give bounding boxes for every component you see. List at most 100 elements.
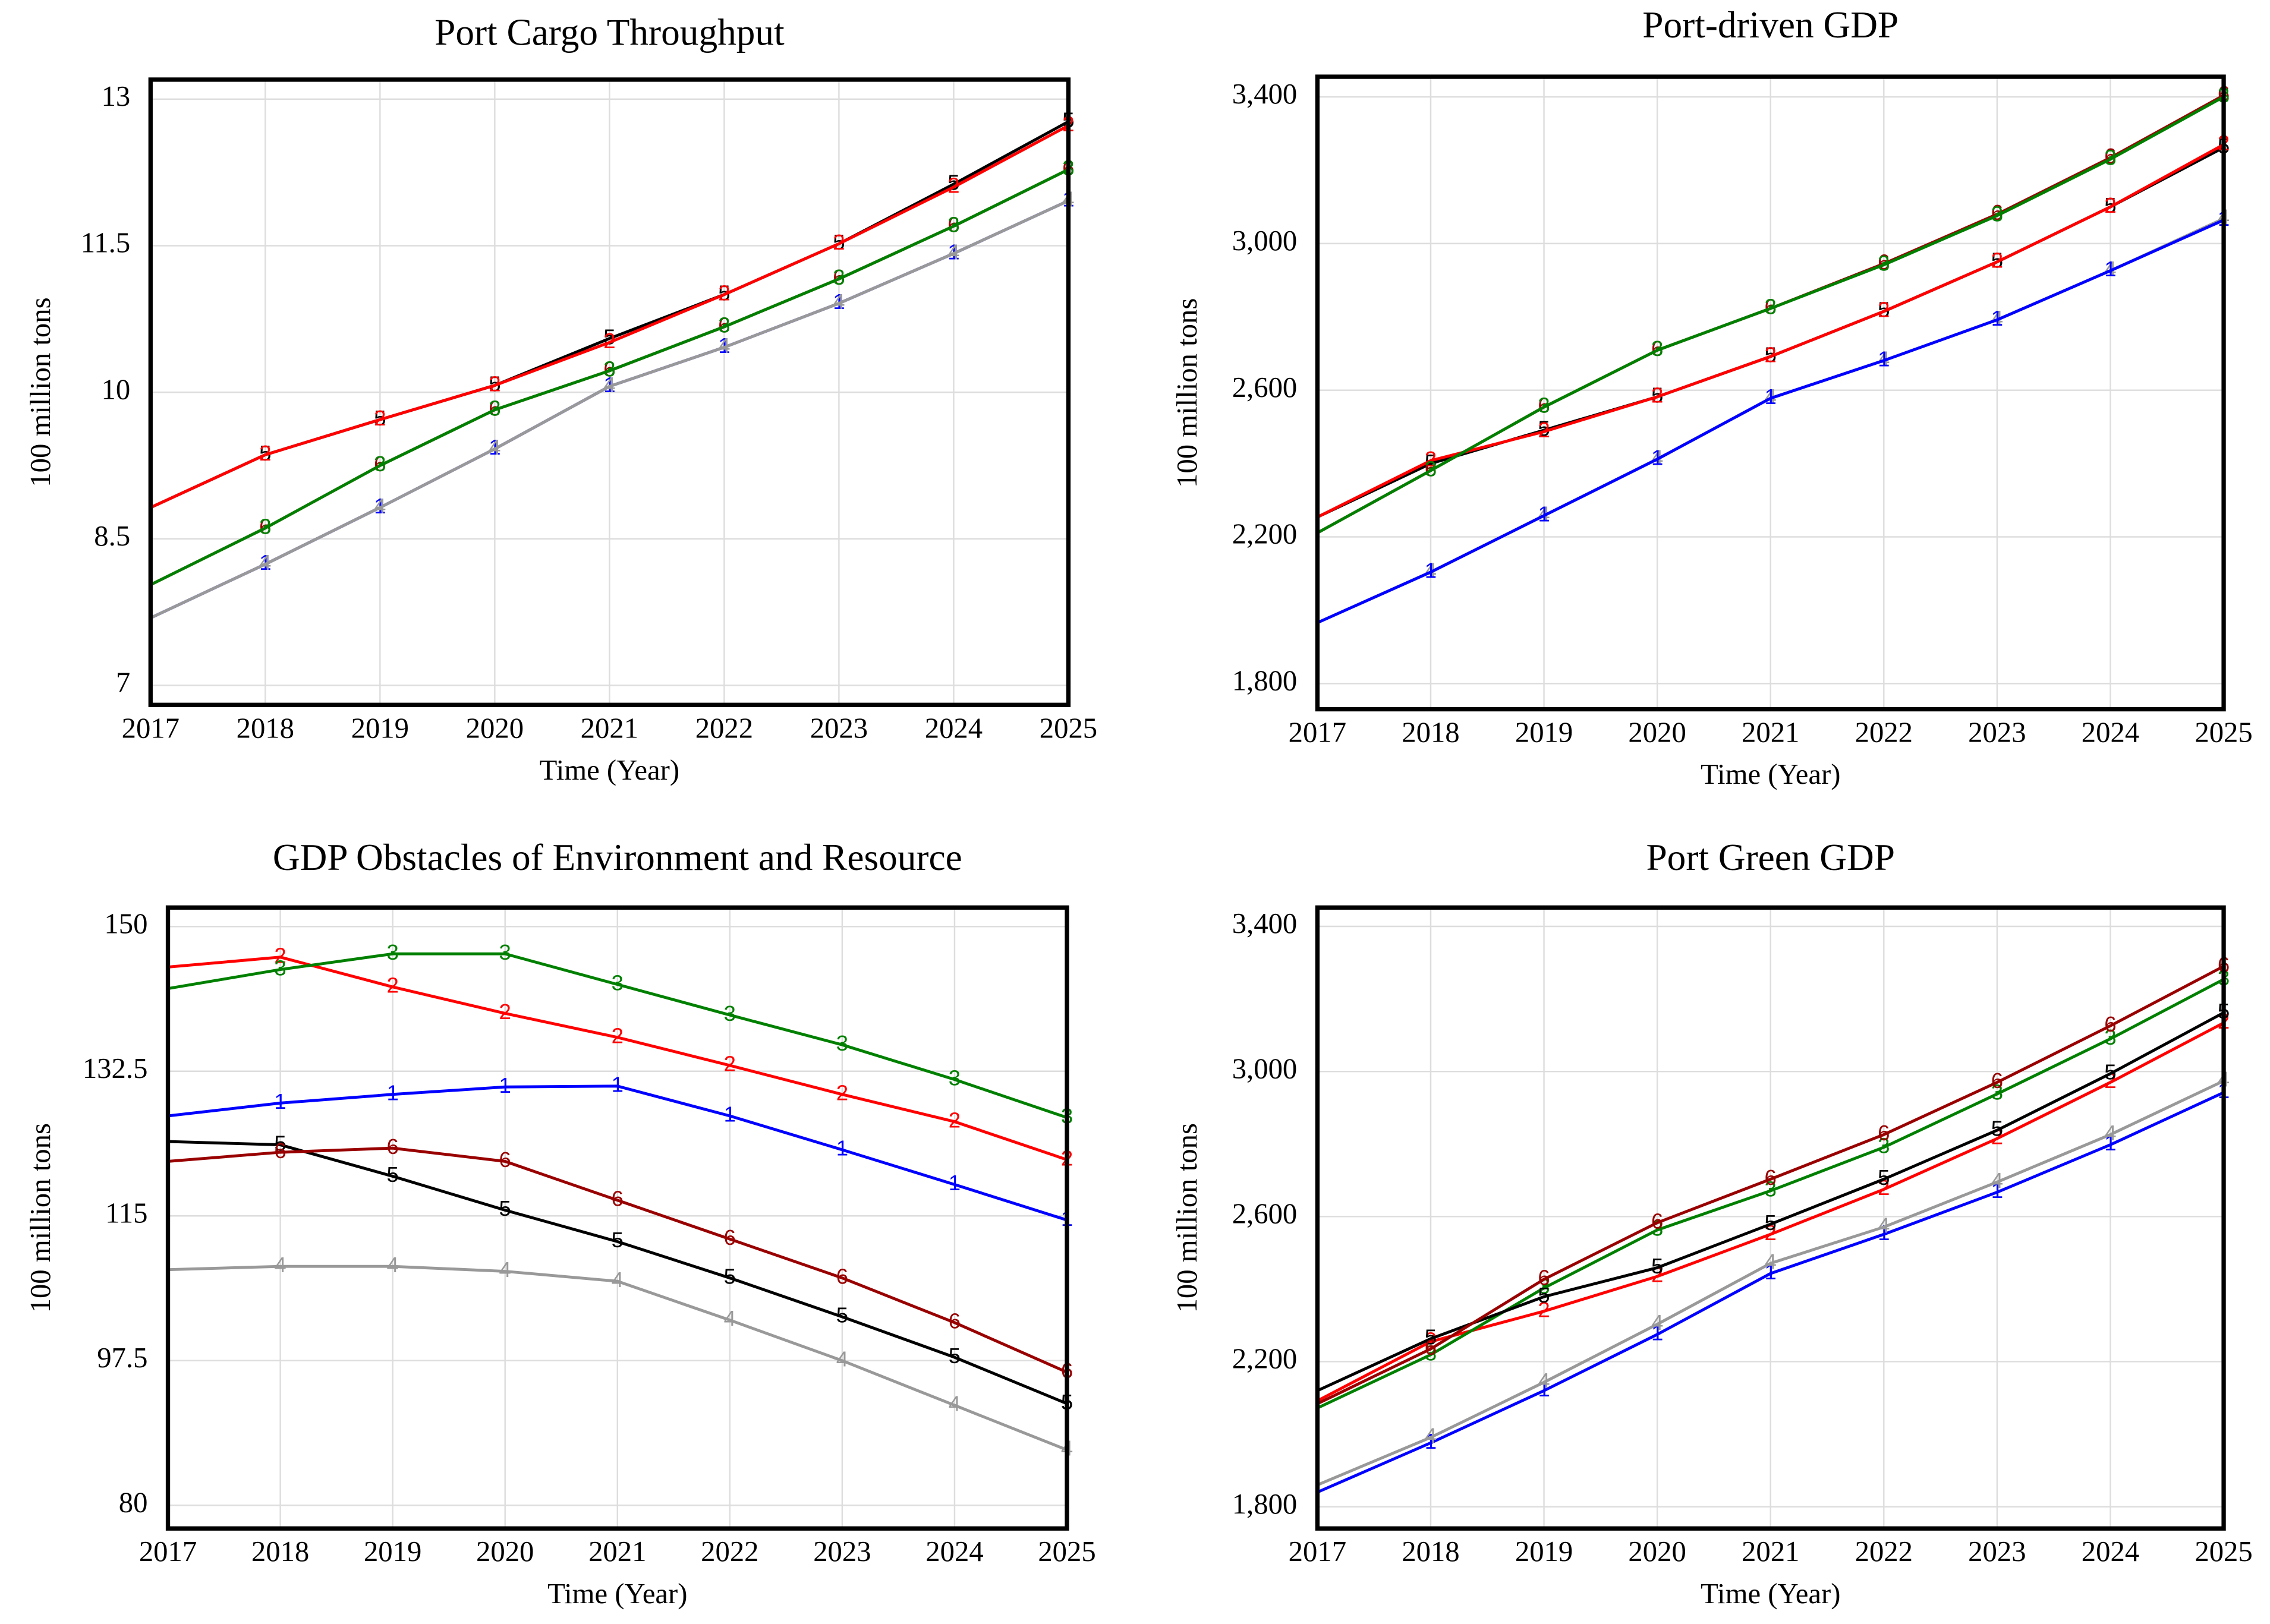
series-marker: 3 [1991, 202, 2003, 226]
x-tick-label: 2017 [122, 712, 180, 744]
series-marker: 5 [836, 1303, 848, 1327]
series-marker: 1 [274, 1089, 286, 1114]
series-marker: 3 [836, 1031, 848, 1055]
series-marker: 6 [1765, 295, 1777, 319]
chart-title: Port-driven GDP [1642, 4, 1899, 46]
plot-frame [148, 77, 1071, 707]
series-marker: 5 [2104, 1059, 2116, 1084]
series-marker: 3 [724, 1001, 736, 1026]
series-marker: 3 [489, 396, 500, 420]
series-marker: 4 [1425, 558, 1437, 582]
x-tick-label: 2020 [466, 712, 524, 744]
x-tick-label: 2019 [1515, 1535, 1573, 1568]
series-marker: 3 [2104, 1025, 2116, 1049]
series-marker: 2 [947, 173, 959, 197]
series-marker: 1 [2104, 257, 2116, 281]
series-marker: 1 [612, 1072, 624, 1096]
plot-frame [1315, 905, 2226, 1531]
series-marker: 2 [724, 1052, 736, 1076]
y-tick-label: 1,800 [1232, 1488, 1298, 1520]
series-marker: 5 [1878, 1165, 1890, 1190]
series-marker: 3 [947, 212, 959, 236]
series-marker: 6 [724, 1225, 736, 1250]
series-marker: 2 [612, 1023, 624, 1048]
series-marker: 2 [386, 973, 398, 997]
x-tick-label: 2021 [581, 712, 638, 744]
series-marker: 1 [833, 289, 845, 314]
x-tick-label: 2021 [1742, 717, 1799, 749]
series-marker: 5 [489, 371, 500, 396]
x-tick-label: 2018 [237, 712, 294, 744]
series-marker: 5 [374, 406, 386, 430]
series-marker: 5 [499, 1196, 511, 1221]
series-marker: 4 [833, 289, 845, 314]
y-tick-label: 10 [102, 373, 131, 405]
plot-frame [1315, 74, 2226, 712]
series-marker: 6 [499, 1147, 511, 1172]
series-marker: 1 [499, 1073, 511, 1098]
x-tick-label: 2019 [1515, 717, 1573, 749]
series-marker: 6 [603, 357, 615, 381]
series-line [168, 1146, 1068, 1374]
series-marker: 3 [612, 970, 624, 995]
series-marker: 2 [1878, 298, 1890, 322]
series-marker: 6 [836, 1264, 848, 1288]
series-marker: 1 [1765, 384, 1777, 409]
series-marker: 5 [1878, 298, 1890, 322]
series-marker: 1 [1651, 445, 1663, 469]
series-line [150, 199, 1069, 620]
x-axis-label: Time (Year) [1701, 1578, 1840, 1610]
series-marker: 3 [2104, 146, 2116, 170]
y-axis-label: 100 million tons [1171, 298, 1203, 488]
series-marker: 2 [1765, 343, 1777, 367]
series-marker: 5 [1425, 1325, 1437, 1349]
series-marker: 3 [833, 265, 845, 289]
series-marker: 3 [386, 940, 398, 964]
series-marker: 5 [2104, 193, 2116, 217]
series-line [1317, 95, 2225, 534]
series-marker: 4 [1538, 1368, 1550, 1393]
y-tick-label: 132.5 [83, 1052, 148, 1084]
series-marker: 3 [1538, 393, 1550, 418]
series-marker: 2 [259, 441, 271, 465]
y-tick-label: 150 [104, 907, 147, 939]
series-line [1317, 219, 2225, 625]
series-marker: 3 [274, 956, 286, 980]
series-line [168, 1140, 1068, 1405]
y-tick-label: 11.5 [81, 227, 130, 259]
series-marker: 2 [836, 1080, 848, 1105]
series-marker: 2 [2104, 193, 2116, 217]
y-tick-label: 2,600 [1232, 1197, 1298, 1229]
x-tick-label: 2025 [2195, 1535, 2252, 1568]
x-tick-label: 2020 [476, 1535, 534, 1568]
x-tick-label: 2023 [810, 712, 868, 744]
x-axis-label: Time (Year) [540, 754, 679, 786]
series-marker: 3 [718, 313, 730, 338]
series-marker: 3 [1765, 1177, 1777, 1202]
series-marker: 6 [1878, 250, 1890, 274]
series-marker: 1 [489, 435, 500, 459]
series-marker: 2 [1538, 1297, 1550, 1322]
x-axis-label: Time (Year) [547, 1578, 687, 1610]
series-marker: 6 [1991, 1068, 2003, 1093]
series-marker: 4 [2104, 257, 2116, 281]
series-marker: 6 [612, 1186, 624, 1210]
series-marker: 6 [947, 212, 959, 236]
series-marker: 1 [949, 1171, 961, 1195]
series-line [150, 124, 1069, 509]
x-tick-label: 2017 [1289, 717, 1346, 749]
x-tick-label: 2017 [1289, 1535, 1346, 1568]
series-marker: 3 [1991, 1080, 2003, 1105]
x-tick-label: 2025 [1040, 712, 1097, 744]
series-marker: 6 [1651, 336, 1663, 361]
series-marker: 5 [1765, 1210, 1777, 1235]
x-tick-label: 2019 [351, 712, 409, 744]
series-marker: 4 [1765, 384, 1777, 409]
x-tick-label: 2021 [588, 1535, 646, 1568]
y-tick-label: 97.5 [97, 1342, 147, 1374]
series-marker: 4 [374, 494, 386, 518]
x-tick-label: 2018 [251, 1535, 309, 1568]
series-marker: 4 [1538, 502, 1550, 526]
x-tick-label: 2019 [364, 1535, 421, 1568]
